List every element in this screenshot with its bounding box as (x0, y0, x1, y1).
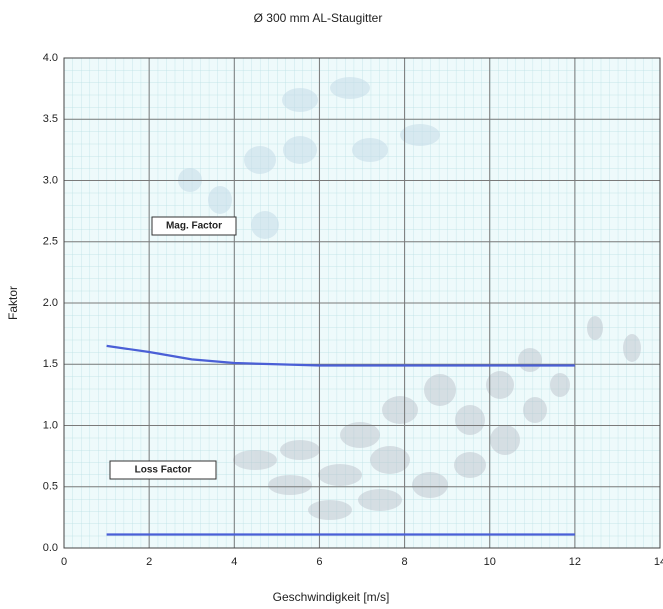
y-tick-label: 0.5 (43, 481, 58, 493)
watermark (178, 77, 440, 239)
x-tick-label: 14 (654, 556, 663, 568)
series-label: Loss Factor (135, 465, 192, 476)
plot-border (63, 57, 661, 549)
y-axis-title: Faktor (6, 286, 20, 320)
x-tick-label: 12 (569, 556, 581, 568)
y-tick-label: 0.0 (43, 542, 58, 554)
series-line (106, 344, 575, 367)
x-tick-label: 8 (402, 556, 408, 568)
x-tick-label: 0 (61, 556, 67, 568)
x-axis-title: Geschwindigkeit [m/s] (273, 590, 390, 604)
watermark (233, 316, 641, 520)
series-label-box (109, 460, 217, 480)
y-tick-label: 1.5 (43, 358, 58, 370)
y-tick-label: 1.0 (43, 419, 58, 431)
y-tick-label: 4.0 (43, 52, 58, 64)
x-tick-label: 10 (484, 556, 496, 568)
y-tick-label: 3.5 (43, 113, 58, 125)
x-tick-label: 6 (316, 556, 322, 568)
x-tick-label: 2 (146, 556, 152, 568)
x-tick-label: 4 (231, 556, 237, 568)
series-label: Mag. Factor (166, 221, 222, 232)
y-tick-label: 3.0 (43, 174, 58, 186)
y-tick-label: 2.0 (43, 297, 58, 309)
chart-title: Ø 300 mm AL-Staugitter (254, 11, 383, 25)
y-tick-label: 2.5 (43, 236, 58, 248)
series-label-box (151, 216, 237, 236)
